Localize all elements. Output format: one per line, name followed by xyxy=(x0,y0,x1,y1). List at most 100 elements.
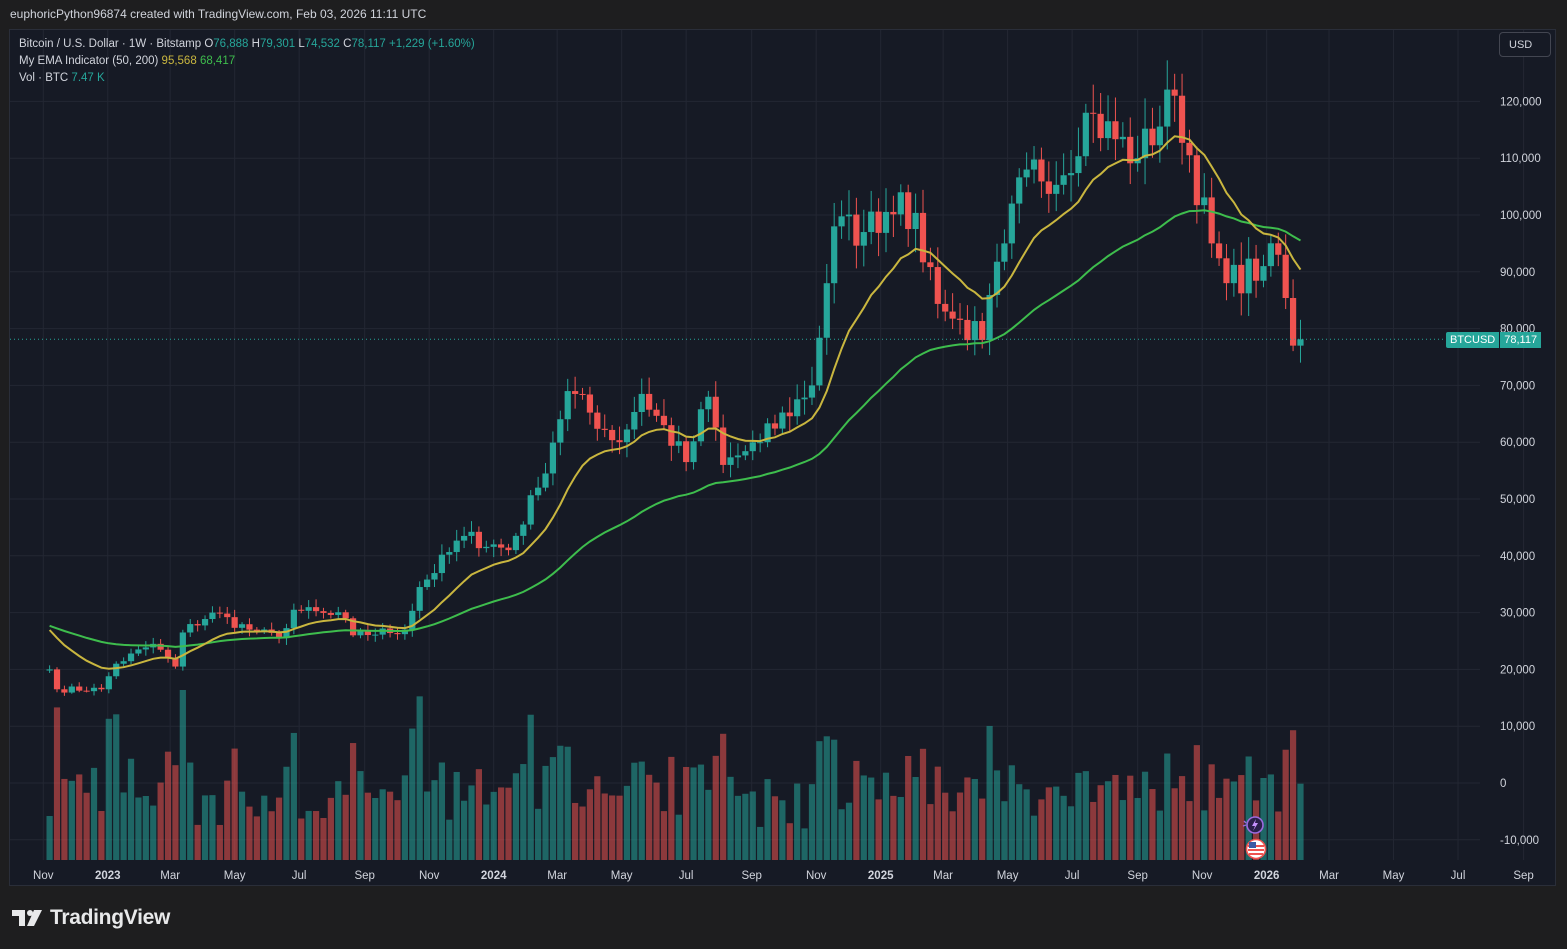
tradingview-logo[interactable]: TradingView xyxy=(12,906,170,930)
candle-body xyxy=(1067,173,1075,176)
candle-body xyxy=(816,337,823,386)
candle-body xyxy=(535,487,542,496)
candle-body xyxy=(868,211,875,233)
candle-body xyxy=(1282,254,1289,298)
candle-body xyxy=(668,425,675,446)
candle-body xyxy=(742,451,749,456)
candle-body xyxy=(564,391,571,420)
volume-bar xyxy=(172,765,179,860)
volume-bar xyxy=(431,780,438,860)
candle-body xyxy=(194,624,201,626)
time-tick-label: Nov xyxy=(1192,870,1213,882)
candles xyxy=(46,60,1304,696)
volume-bar xyxy=(1186,801,1193,860)
candle-body xyxy=(1090,112,1097,114)
candle-body xyxy=(660,415,668,426)
candle-body xyxy=(616,440,623,443)
candle-body xyxy=(1215,243,1223,259)
volume-bar xyxy=(979,798,986,860)
time-tick-label: Mar xyxy=(1319,870,1339,882)
candle-body xyxy=(275,632,283,639)
volume-bar xyxy=(564,746,571,860)
candle-body xyxy=(127,653,135,662)
volume-bar xyxy=(490,791,497,860)
candle-body xyxy=(224,613,231,618)
time-tick-label: May xyxy=(997,870,1019,882)
candle-body xyxy=(1045,181,1052,194)
candle-body xyxy=(201,619,209,626)
candle-body xyxy=(1230,264,1237,284)
legend-ema-row[interactable]: My EMA Indicator (50, 200) 95,568 68,417 xyxy=(19,53,475,70)
legend-volume-row[interactable]: Vol · BTC 7.47 K xyxy=(19,70,475,87)
volume-bar xyxy=(1141,771,1149,860)
candle-body xyxy=(927,262,934,268)
currency-button[interactable]: USD xyxy=(1499,32,1551,57)
candle-body xyxy=(1030,159,1038,170)
volume-bar xyxy=(498,787,505,860)
candle-body xyxy=(683,441,690,463)
grid-lines xyxy=(10,30,1525,860)
chart-panel[interactable]: Bitcoin / U.S. Dollar · 1W · Bitstamp O7… xyxy=(9,29,1556,886)
volume-bar xyxy=(1082,771,1089,860)
volume-bar xyxy=(823,736,830,860)
volume-bar xyxy=(298,818,305,860)
volume-bar xyxy=(1238,775,1245,860)
price-tag-value: 78,117 xyxy=(1500,332,1542,348)
candle-body xyxy=(53,669,61,690)
candle-body xyxy=(986,294,993,340)
time-tick-label: Sep xyxy=(1127,870,1147,882)
candle-body xyxy=(446,552,453,555)
candle-body xyxy=(1053,184,1060,194)
time-tick-label: Nov xyxy=(33,870,54,882)
candle-body xyxy=(342,612,349,619)
symbol-title[interactable]: Bitcoin / U.S. Dollar · 1W · Bitstamp xyxy=(19,38,202,50)
candle-body xyxy=(357,630,364,636)
volume-bar xyxy=(1119,800,1126,860)
volume-bar xyxy=(386,791,394,860)
ema50-line xyxy=(48,135,1302,670)
candle-body xyxy=(1208,197,1215,244)
candle-body xyxy=(423,579,431,588)
candle-body xyxy=(1156,126,1163,146)
time-tick-label: Jul xyxy=(292,870,307,882)
volume-bar xyxy=(697,764,705,860)
candle-body xyxy=(527,495,534,525)
volume-bar xyxy=(786,823,793,860)
lightning-event-icon[interactable] xyxy=(1241,815,1265,840)
time-tick-label: May xyxy=(224,870,246,882)
time-axis[interactable]: Nov 2023 Mar May Jul Sep Nov 2024 Mar May Jul Sep No… xyxy=(33,870,1534,882)
candle-body xyxy=(157,643,164,650)
time-tick-label: 2023 xyxy=(95,870,121,882)
volume-bar xyxy=(801,828,808,860)
volume-bar xyxy=(875,799,882,860)
high-value: 79,301 xyxy=(259,38,296,50)
volume-bar xyxy=(253,816,260,860)
candle-body xyxy=(76,686,83,691)
candle-body xyxy=(1119,136,1126,140)
volume-bar xyxy=(1075,772,1082,860)
candle-body xyxy=(1075,156,1082,174)
time-tick-label: Nov xyxy=(806,870,827,882)
candle-body xyxy=(349,618,357,636)
us-flag-icon[interactable] xyxy=(1245,838,1267,865)
candle-body xyxy=(216,612,223,614)
candle-body xyxy=(727,457,734,465)
candle-body xyxy=(875,211,882,233)
volume-bar xyxy=(290,732,297,860)
volume-bar xyxy=(120,792,127,860)
volume-bar xyxy=(364,792,371,860)
candle-body xyxy=(490,544,497,547)
volume-bar xyxy=(527,714,534,860)
candle-body xyxy=(327,612,334,615)
candle-body xyxy=(231,617,238,628)
volume-bar xyxy=(416,696,423,860)
price-axis[interactable]: 120,000110,000100,00090,00080,00070,0006… xyxy=(1500,96,1542,846)
volume-bar xyxy=(683,766,690,860)
volume-bar xyxy=(209,795,216,860)
close-label: C xyxy=(343,38,352,50)
candle-body xyxy=(1178,95,1186,143)
volume-bar xyxy=(475,769,483,860)
volume-bar xyxy=(349,743,357,860)
price-chart[interactable]: 120,000110,000100,00090,00080,00070,0006… xyxy=(10,30,1555,885)
volume-bar xyxy=(1127,775,1134,860)
